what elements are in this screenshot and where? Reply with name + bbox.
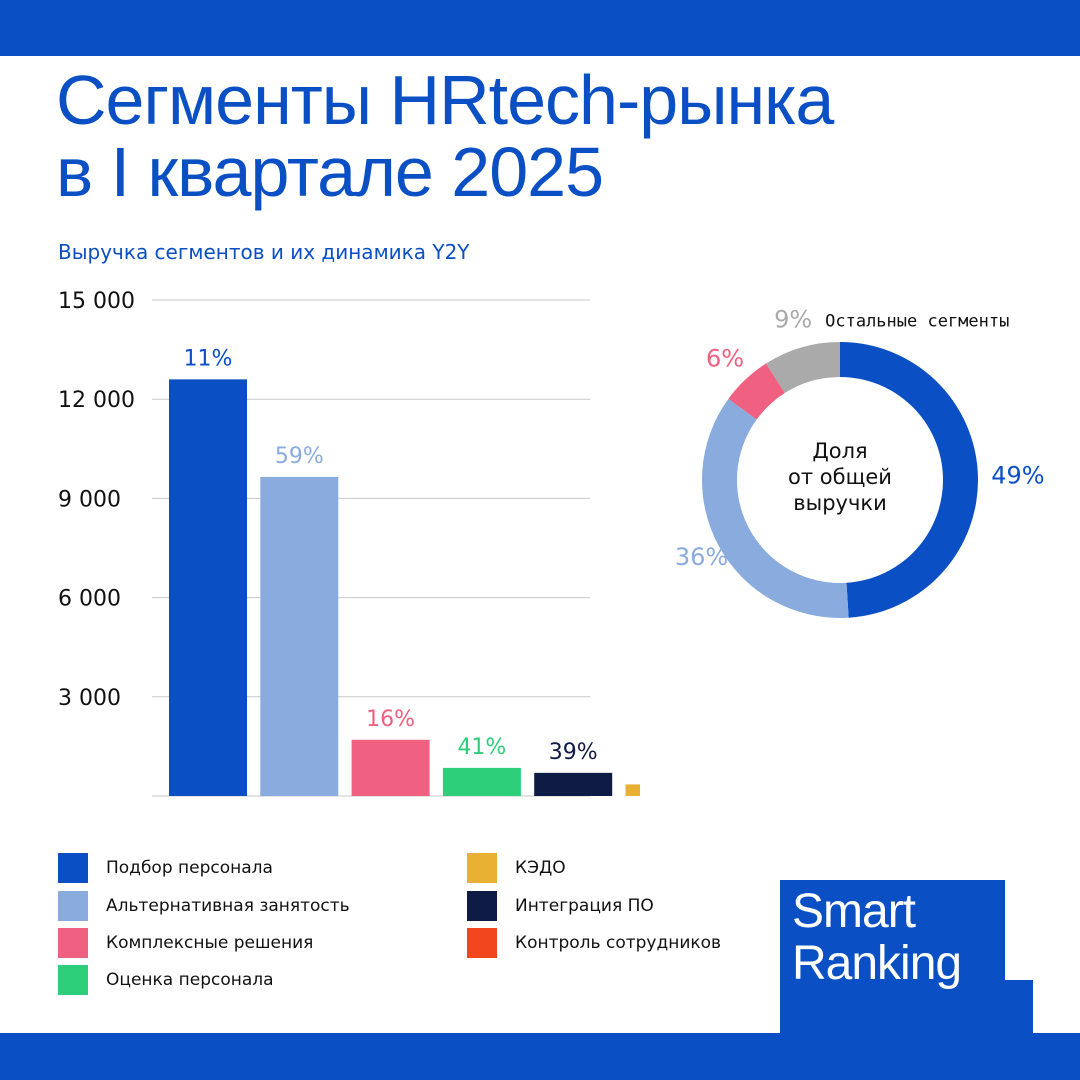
bottom-banner (0, 1033, 1080, 1080)
donut-slice-label: 6% (706, 345, 744, 373)
bar-5 (625, 784, 640, 796)
legend-label: Альтернативная занятость (106, 896, 350, 916)
bar-growth-label: 39% (549, 740, 598, 765)
donut-slice-1 (702, 398, 849, 618)
y-tick-label: 6 000 (58, 587, 121, 612)
title-line-1: Сегменты HRtech-рынка (56, 61, 834, 139)
donut-center-label: Доля (812, 439, 867, 463)
bar-1 (260, 476, 339, 796)
donut-slice-label: 9% (774, 306, 812, 334)
bar-4 (534, 772, 613, 796)
legend-label: Контроль сотрудников (515, 933, 722, 953)
bar-2 (351, 739, 430, 796)
legend-label: КЭДО (515, 858, 566, 878)
logo-line-1: Smart (792, 885, 916, 938)
donut-slice-3 (766, 342, 840, 394)
y-tick-label: 9 000 (58, 487, 121, 512)
page-title: Сегменты HRtech-рынка в I квартале 2025 (56, 64, 1036, 208)
legend-item-alternative: Альтернативная занятость (58, 890, 350, 922)
top-banner (0, 0, 1080, 56)
logo-text: Smart Ranking (792, 885, 962, 990)
smart-ranking-logo: Smart Ranking (780, 880, 1080, 1040)
legend-swatch (467, 891, 497, 921)
legend-item-podbor: Подбор персонала (58, 852, 273, 884)
title-line-2: в I квартале 2025 (56, 133, 604, 211)
legend-swatch (467, 928, 497, 958)
legend-swatch (58, 853, 88, 883)
legend-item-kedo: КЭДО (467, 852, 566, 884)
legend-label: Комплексные решения (106, 933, 314, 953)
legend-item-complex: Комплексные решения (58, 927, 313, 959)
bar-growth-label: 59% (275, 444, 324, 469)
bar-growth-label: 16% (366, 707, 415, 732)
legend-label: Интеграция ПО (515, 896, 654, 916)
chart-subtitle: Выручка сегментов и их динамика Y2Y (58, 240, 470, 264)
legend-swatch (58, 928, 88, 958)
donut-center-label: от общей (788, 465, 892, 489)
bar-3 (442, 767, 521, 796)
donut-slice-2 (728, 363, 785, 420)
y-tick-label: 15 000 (58, 289, 135, 314)
legend-label: Оценка персонала (106, 970, 274, 990)
donut-slice-note: Остальные сегменты (825, 312, 1009, 332)
legend-item-assessment: Оценка персонала (58, 964, 274, 996)
logo-line-2: Ranking (792, 937, 962, 990)
legend-swatch (58, 965, 88, 995)
legend-swatch (467, 853, 497, 883)
donut-slice-label: 36% (675, 543, 728, 571)
bar-chart: 15 000 12 000 9 000 6 000 3 000 11% 59% 16% 41% 3… (58, 289, 640, 797)
logo-shape (780, 880, 1033, 1033)
donut-slice-label: 49% (991, 461, 1044, 489)
y-tick-label: 3 000 (58, 686, 121, 711)
legend-item-control: Контроль сотрудников (467, 927, 721, 959)
legend-swatch (58, 891, 88, 921)
legend-label: Подбор персонала (106, 858, 273, 878)
donut-center-label: выручки (793, 491, 886, 515)
bar-growth-label: 11% (184, 346, 233, 371)
bar-growth-label: 41% (457, 735, 506, 760)
y-tick-label: 12 000 (58, 388, 135, 413)
bar-0 (169, 379, 247, 796)
legend-item-integration: Интеграция ПО (467, 890, 654, 922)
donut-slice-0 (840, 342, 978, 618)
